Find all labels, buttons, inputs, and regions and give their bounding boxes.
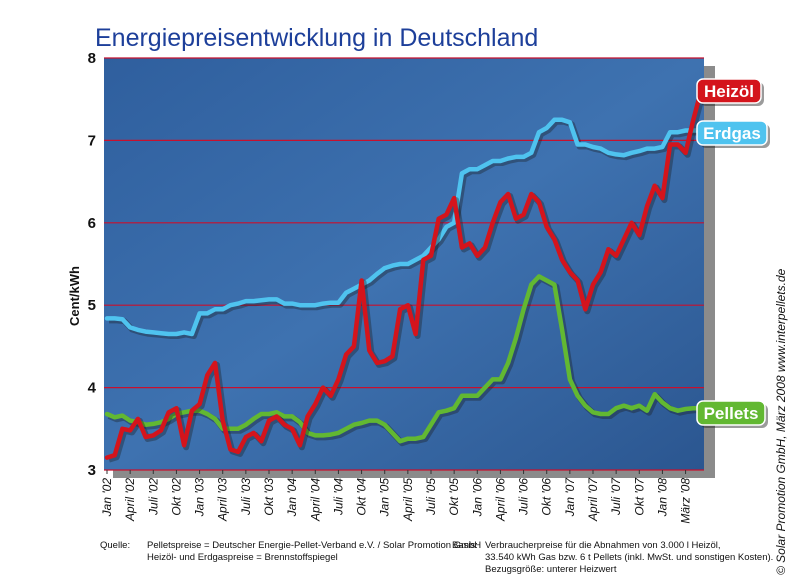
- x-tick-label: Jan '02: [100, 478, 114, 518]
- x-tick-label: April '02: [123, 478, 137, 522]
- y-tick-label: 6: [88, 215, 96, 232]
- y-tick-label: 3: [88, 462, 96, 479]
- x-tick-label: Okt '03: [262, 478, 276, 516]
- y-tick-label: 5: [88, 297, 96, 314]
- legend: Heizöl Erdgas Pellets: [696, 78, 770, 428]
- basis-line-3: Bezugsgröße: unterer Heizwert: [485, 564, 617, 575]
- x-tick-label: April '06: [493, 478, 507, 522]
- basis-label: Basis:: [452, 540, 478, 551]
- x-tick-label: Jan '04: [285, 478, 299, 518]
- series-lines: [104, 88, 706, 463]
- legend-box-pellets: [696, 400, 766, 426]
- source-line-1: Pelletspreise = Deutscher Energie-Pellet…: [147, 540, 482, 551]
- x-tick-label: Juli '06: [517, 478, 531, 516]
- y-axis-ticks: 3 4 5 6 7 8: [88, 50, 97, 479]
- legend-box-erdgas: [696, 120, 768, 146]
- x-tick-label: April '05: [401, 478, 415, 522]
- y-tick-label: 4: [88, 380, 97, 397]
- source-label: Quelle:: [100, 540, 131, 551]
- x-tick-label: Juli '03: [239, 478, 253, 516]
- x-tick-label: Jan '07: [563, 477, 577, 518]
- series-shadow: [108, 92, 706, 463]
- x-tick-label: Okt '06: [540, 478, 554, 516]
- x-tick-label: Jan '08: [655, 478, 669, 518]
- y-tick-label: 7: [88, 132, 96, 149]
- legend-label-heizöl: Heizöl: [704, 82, 754, 101]
- series-line-pellets: [104, 274, 704, 444]
- x-tick-label: Juli '04: [331, 478, 345, 516]
- x-tick-label: Okt '04: [355, 478, 369, 516]
- basis-line-2: 33.540 kWh Gas bzw. 6 t Pellets (inkl. M…: [485, 552, 774, 563]
- x-tick-label: Jan '06: [470, 478, 484, 518]
- x-tick-label: März '08: [679, 478, 693, 524]
- x-tick-label: Okt '05: [447, 478, 461, 516]
- x-tick-label: April '07: [586, 477, 600, 522]
- x-tick-label: Juli '05: [424, 478, 438, 516]
- x-tick-label: April '04: [308, 478, 322, 522]
- y-axis-label: Cent/kWh: [67, 266, 82, 326]
- chart-title: Energiepreisentwicklung in Deutschland: [95, 24, 538, 52]
- x-tick-label: Jan '03: [193, 478, 207, 518]
- y-tick-label: 8: [88, 50, 96, 67]
- x-tick-label: Juli '07: [609, 477, 623, 516]
- basis-line-1: Verbraucherpreise für die Abnahmen von 3…: [485, 540, 721, 551]
- credit-text: © Solar Promotion GmbH, März 2008 www.in…: [774, 268, 788, 575]
- series-line-heizöl: [104, 88, 704, 460]
- x-tick-label: April '03: [216, 478, 230, 522]
- x-tick-label: Juli '02: [146, 478, 160, 516]
- x-tick-label: Okt '02: [169, 478, 183, 516]
- source-line-2: Heizöl- und Erdgaspreise = Brennstoffspi…: [147, 552, 338, 563]
- series-line-erdgas: [104, 117, 704, 337]
- x-tick-label: Jan '05: [378, 478, 392, 518]
- x-tick-label: Okt '07: [632, 477, 646, 516]
- x-axis-ticks: Jan '02 April '02 Juli '02 Okt '02 Jan '03 Ap…: [100, 470, 693, 524]
- legend-box-heizöl: [696, 78, 762, 104]
- legend-label-pellets: Pellets: [704, 404, 759, 423]
- legend-label-erdgas: Erdgas: [703, 124, 761, 143]
